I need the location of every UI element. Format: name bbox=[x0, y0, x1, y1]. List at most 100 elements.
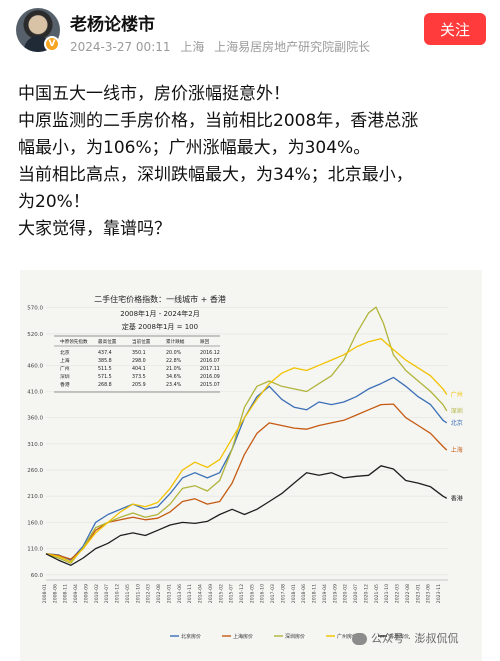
post-meta: 2024-3-27 00:11 上海 上海易居房地产研究院副院长 bbox=[70, 38, 376, 55]
x-tick-label: 2022-08 bbox=[405, 584, 411, 603]
legend-label: 广州房价 bbox=[337, 633, 357, 640]
post-line: 为20%！ bbox=[18, 192, 90, 212]
x-tick-label: 2019-09 bbox=[332, 584, 338, 603]
x-tick-label: 2012-03 bbox=[146, 584, 152, 603]
author-name[interactable]: 老杨论楼市 bbox=[70, 15, 155, 35]
post-timestamp: 2024-3-27 00:11 bbox=[70, 40, 171, 54]
x-tick-label: 2016-05 bbox=[249, 584, 255, 603]
table-cell: 298.0 bbox=[132, 358, 146, 364]
y-tick-label: 360.0 bbox=[27, 416, 43, 422]
y-tick-label: 310.0 bbox=[27, 442, 43, 448]
chart-image[interactable]: 60.0 110.0 160.0 210.0 260.0 310.0 360.0 410.0 4… bbox=[20, 270, 482, 661]
table-cell: 268.8 bbox=[98, 382, 112, 388]
y-tick-label: 160.0 bbox=[27, 520, 43, 526]
table-cell: 2015.07 bbox=[200, 382, 220, 388]
series-end-label: 香港 bbox=[451, 494, 463, 502]
post-location: 上海 bbox=[180, 40, 205, 54]
wechat-icon bbox=[352, 633, 367, 645]
x-tick-label: 2011-05 bbox=[125, 584, 131, 603]
y-tick-label: 110.0 bbox=[27, 547, 43, 553]
x-tick-label: 2008-11 bbox=[63, 584, 69, 603]
series-end-label: 广州 bbox=[451, 391, 463, 399]
author-bio: 上海易居房地产研究院副院长 bbox=[214, 40, 371, 54]
series-end-label: 深圳 bbox=[451, 407, 463, 415]
series-line-上海 bbox=[45, 403, 448, 560]
table-cell: 385.8 bbox=[98, 358, 112, 364]
x-tick-label: 2011-10 bbox=[135, 584, 141, 603]
table-cell: 香港 bbox=[60, 381, 70, 388]
x-tick-label: 2015-07 bbox=[229, 584, 235, 603]
watermark: 公众号 · 澎叔侃侃 bbox=[352, 630, 459, 646]
x-tick-label: 2023-01 bbox=[415, 584, 421, 603]
table-cell: 511.5 bbox=[98, 366, 112, 372]
legend-label: 深圳房价 bbox=[285, 633, 305, 640]
series-line-北京 bbox=[45, 376, 448, 561]
table-cell: 2017.11 bbox=[200, 366, 220, 372]
chart-subtitle-2: 定基 2008年1月 = 100 bbox=[122, 322, 198, 331]
x-tick-label: 2020-12 bbox=[363, 584, 369, 603]
x-tick-label: 2017-03 bbox=[270, 584, 276, 603]
x-tick-label: 2016-10 bbox=[260, 584, 266, 603]
y-tick-label: 410.0 bbox=[27, 389, 43, 395]
x-tick-label: 2010-12 bbox=[115, 584, 121, 603]
x-tick-label: 2021-05 bbox=[374, 584, 380, 603]
verified-badge-icon: V bbox=[44, 36, 60, 52]
x-tick-label: 2013-01 bbox=[166, 584, 172, 603]
x-tick-label: 2009-04 bbox=[73, 584, 79, 603]
x-tick-label: 2023-06 bbox=[426, 584, 432, 603]
table-cell: 23.4% bbox=[166, 382, 182, 388]
x-tick-label: 2009-09 bbox=[83, 584, 89, 603]
table-header: 当前位置 bbox=[132, 338, 151, 345]
x-tick-label: 2014-09 bbox=[208, 584, 214, 603]
table-header: 中原领先指数 bbox=[60, 338, 88, 345]
x-tick-label: 2008-01 bbox=[42, 584, 48, 603]
series-end-label: 上海 bbox=[451, 446, 463, 454]
series-line-广州 bbox=[45, 337, 448, 563]
post-line: 当前相比高点，深圳跌幅最大，为34%；北京最小， bbox=[18, 165, 413, 185]
post-line: 中原监测的二手房价格，当前相比2008年，香港总涨 bbox=[18, 111, 419, 131]
post-text: 中国五大一线市，房价涨幅挺意外！ 中原监测的二手房价格，当前相比2008年，香港… bbox=[18, 81, 488, 243]
x-tick-label: 2018-01 bbox=[291, 584, 297, 603]
table-header: 累计跌幅 bbox=[166, 338, 185, 345]
x-tick-label: 2015-02 bbox=[218, 584, 224, 603]
x-tick-label: 2022-03 bbox=[395, 584, 401, 603]
post-line: 中国五大一线市，房价涨幅挺意外！ bbox=[18, 84, 290, 104]
x-tick-label: 2013-11 bbox=[187, 584, 193, 603]
x-tick-label: 2023-11 bbox=[436, 584, 442, 603]
table-cell: 404.1 bbox=[132, 366, 146, 372]
y-tick-label: 60.0 bbox=[31, 573, 44, 579]
table-cell: 350.1 bbox=[132, 350, 146, 356]
follow-button[interactable]: 关注 bbox=[424, 13, 486, 45]
x-tick-label: 2020-07 bbox=[353, 584, 359, 603]
x-tick-label: 2019-04 bbox=[322, 584, 328, 603]
legend-label: 香港房价 bbox=[389, 633, 409, 640]
series-line-深圳 bbox=[45, 306, 448, 564]
table-header: 跌回 bbox=[200, 338, 210, 345]
y-tick-label: 210.0 bbox=[27, 494, 43, 500]
table-cell: 北京 bbox=[60, 349, 70, 356]
x-tick-label: 2021-10 bbox=[384, 584, 390, 603]
table-header: 最高位置 bbox=[98, 338, 117, 345]
chart-subtitle: 2008年1月 - 2024年2月 bbox=[120, 309, 200, 318]
y-tick-label: 570.0 bbox=[27, 306, 43, 312]
x-tick-label: 2014-04 bbox=[198, 584, 204, 603]
table-cell: 21.0% bbox=[166, 366, 182, 372]
series-end-label: 北京 bbox=[451, 419, 463, 427]
x-tick-label: 2010-07 bbox=[104, 584, 110, 603]
y-tick-label: 260.0 bbox=[27, 468, 43, 474]
table-cell: 2016.12 bbox=[200, 350, 220, 356]
table-cell: 22.8% bbox=[166, 358, 182, 364]
table-cell: 广州 bbox=[60, 365, 70, 372]
table-cell: 373.5 bbox=[132, 374, 146, 380]
table-cell: 上海 bbox=[60, 357, 70, 364]
post-header: V 老杨论楼市 2024-3-27 00:11 上海 上海易居房地产研究院副院长… bbox=[0, 0, 500, 64]
post-line: 大家觉得，靠谱吗？ bbox=[18, 219, 171, 239]
x-tick-label: 2015-12 bbox=[239, 584, 245, 603]
table-cell: 571.5 bbox=[98, 374, 112, 380]
table-cell: 205.9 bbox=[132, 382, 146, 388]
y-tick-label: 520.0 bbox=[27, 332, 43, 338]
y-tick-label: 460.0 bbox=[27, 363, 43, 369]
table-cell: 34.6% bbox=[166, 374, 182, 380]
x-tick-label: 2018-06 bbox=[301, 584, 307, 603]
x-tick-label: 2008-06 bbox=[52, 584, 58, 603]
